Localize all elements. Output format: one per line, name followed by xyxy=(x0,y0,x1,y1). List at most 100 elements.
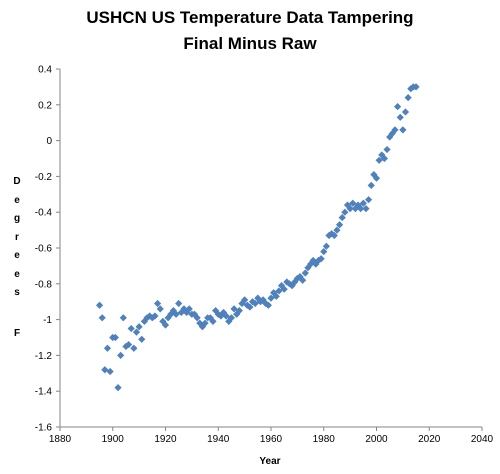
data-point xyxy=(209,317,217,325)
data-point xyxy=(122,342,130,351)
data-point xyxy=(259,296,267,304)
data-point xyxy=(299,276,307,284)
y-axis-label-letter: e xyxy=(14,194,20,206)
data-points xyxy=(95,83,420,392)
data-point xyxy=(117,351,125,359)
data-point xyxy=(351,205,359,213)
data-point xyxy=(198,323,207,331)
x-tick-label: 2000 xyxy=(365,434,388,445)
data-point xyxy=(127,324,135,333)
x-tick-label: 2040 xyxy=(471,434,494,445)
data-point xyxy=(407,85,415,93)
data-point xyxy=(325,231,333,240)
data-point xyxy=(370,171,378,179)
y-axis-label-letter: D xyxy=(13,176,21,187)
x-tick-label: 1960 xyxy=(260,434,283,445)
data-point xyxy=(401,108,410,116)
x-tick-label: 1880 xyxy=(49,434,72,445)
data-point xyxy=(98,314,106,322)
y-tick-label: -1.2 xyxy=(35,351,53,362)
axes xyxy=(56,68,483,431)
data-point xyxy=(95,301,104,309)
data-point xyxy=(277,281,286,290)
data-point xyxy=(412,83,420,91)
data-point xyxy=(275,287,283,295)
y-tick-label: -0.4 xyxy=(35,208,53,219)
data-point xyxy=(180,305,188,313)
data-point xyxy=(135,323,143,331)
data-point xyxy=(246,303,254,311)
data-point xyxy=(114,384,122,392)
data-point xyxy=(383,145,391,154)
data-point xyxy=(156,305,164,313)
data-point xyxy=(201,319,209,327)
data-point xyxy=(132,328,141,336)
y-tick-label: -0.6 xyxy=(35,244,53,255)
data-point xyxy=(138,335,146,343)
data-point xyxy=(172,310,180,318)
y-tick-label: -1.4 xyxy=(35,387,53,398)
y-axis-label-letter: F xyxy=(13,327,21,339)
data-point xyxy=(151,312,159,320)
data-point xyxy=(169,307,178,315)
data-point xyxy=(230,305,238,313)
data-point xyxy=(130,344,138,352)
data-point xyxy=(320,247,328,256)
data-point xyxy=(291,278,299,286)
data-point xyxy=(146,312,154,320)
data-point xyxy=(140,317,148,325)
data-point xyxy=(312,260,320,268)
y-tick-label: -1.6 xyxy=(35,423,53,434)
x-tick-labels: 1880 1900 1920 1940 1960 1980 2000 2020 2040 xyxy=(49,434,494,445)
data-point xyxy=(124,341,133,349)
x-tick-label: 2020 xyxy=(418,434,441,445)
data-point xyxy=(106,367,114,376)
data-point xyxy=(233,310,241,318)
data-point xyxy=(101,366,109,374)
data-point xyxy=(103,344,112,352)
data-point xyxy=(243,301,251,309)
data-point xyxy=(372,174,381,182)
data-point xyxy=(285,280,294,288)
data-point xyxy=(396,113,404,121)
data-point xyxy=(161,321,170,329)
data-point xyxy=(167,310,175,318)
y-tick-label: 0.2 xyxy=(38,100,52,111)
y-axis-label-letter: r xyxy=(15,231,19,243)
y-tick-label: 0 xyxy=(46,136,52,147)
data-point xyxy=(314,256,323,265)
data-point xyxy=(301,269,309,277)
data-point xyxy=(341,208,349,216)
data-point xyxy=(322,242,330,250)
data-point xyxy=(328,230,336,238)
x-tick-label: 1920 xyxy=(154,434,177,445)
data-point xyxy=(227,314,236,322)
data-point xyxy=(280,285,288,293)
y-tick-label: 0.4 xyxy=(38,65,52,76)
x-tick-label: 1900 xyxy=(102,434,125,445)
y-axis-label-letter: s xyxy=(14,287,20,298)
data-point xyxy=(222,312,230,320)
data-point xyxy=(119,314,127,322)
x-axis-label: Year xyxy=(259,456,280,467)
data-point xyxy=(404,94,412,102)
data-point xyxy=(185,305,193,313)
data-point xyxy=(225,317,233,325)
data-point xyxy=(343,201,352,209)
data-point xyxy=(262,299,270,308)
data-point xyxy=(241,296,249,304)
data-point xyxy=(367,181,375,189)
chart-title: USHCN US Temperature Data Tampering xyxy=(86,8,414,27)
data-point xyxy=(272,292,280,300)
y-tick-label: -1 xyxy=(43,315,52,326)
data-point xyxy=(251,299,259,308)
x-tick-label: 1940 xyxy=(207,434,230,445)
data-point xyxy=(362,205,370,213)
data-point xyxy=(335,221,344,229)
data-point xyxy=(288,281,296,290)
data-point xyxy=(346,205,354,213)
chart-subtitle: Final Minus Raw xyxy=(183,34,317,53)
data-point xyxy=(394,102,402,111)
data-point xyxy=(111,333,119,342)
